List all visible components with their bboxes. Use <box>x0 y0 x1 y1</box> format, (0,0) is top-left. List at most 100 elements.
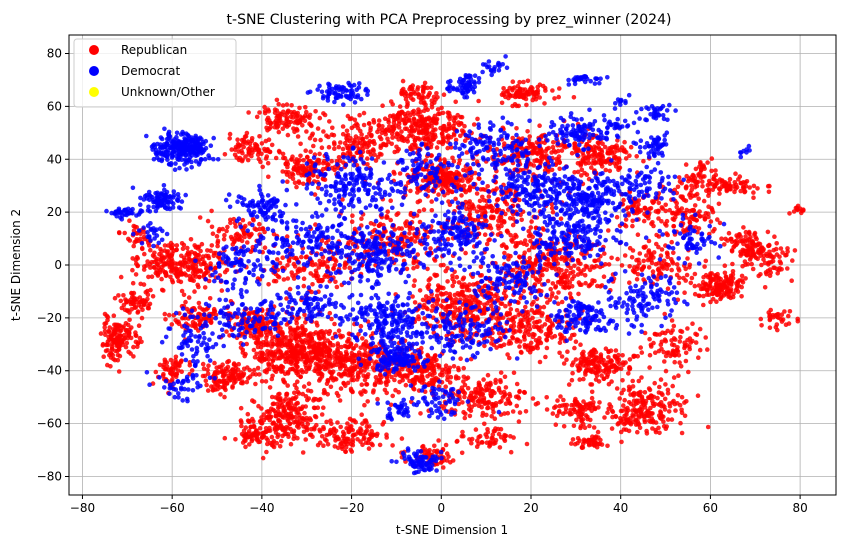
data-point <box>347 265 352 271</box>
data-point <box>133 272 139 277</box>
data-point <box>602 251 607 256</box>
data-point <box>475 116 480 122</box>
data-point <box>166 312 172 318</box>
data-point <box>609 426 615 431</box>
data-point <box>148 287 153 293</box>
data-point <box>501 90 506 96</box>
data-point <box>262 245 268 250</box>
data-point <box>664 223 669 228</box>
data-point <box>571 95 577 100</box>
data-point <box>558 216 564 221</box>
data-point <box>718 296 723 302</box>
data-point <box>300 450 306 455</box>
data-point <box>622 253 628 258</box>
data-point <box>686 369 691 375</box>
data-point <box>517 410 523 415</box>
data-point <box>336 155 342 160</box>
data-point <box>705 424 711 430</box>
data-point <box>231 361 237 366</box>
data-point <box>450 458 456 463</box>
data-point <box>722 242 727 247</box>
data-point <box>669 267 674 273</box>
data-point <box>635 429 640 435</box>
data-point <box>648 206 654 211</box>
data-point <box>245 411 251 417</box>
data-point <box>247 442 252 447</box>
data-point <box>671 323 677 329</box>
data-point <box>324 133 329 138</box>
data-point <box>328 375 334 381</box>
data-point <box>789 278 794 284</box>
data-point <box>577 377 582 382</box>
data-point <box>709 156 715 161</box>
data-point <box>243 223 248 229</box>
data-point <box>717 191 722 196</box>
data-point <box>774 241 779 246</box>
data-point <box>637 251 643 256</box>
data-point <box>272 110 278 116</box>
data-point <box>572 263 577 269</box>
data-point <box>570 370 575 376</box>
data-point <box>338 386 344 391</box>
data-point <box>205 388 211 393</box>
data-point <box>304 129 309 134</box>
data-point <box>212 360 217 366</box>
data-point <box>150 294 156 299</box>
data-point <box>136 323 142 329</box>
data-point <box>705 160 710 165</box>
data-point <box>683 350 689 356</box>
data-point <box>467 413 473 419</box>
data-point <box>225 224 230 230</box>
data-point <box>287 286 293 292</box>
data-point <box>729 249 735 254</box>
data-point <box>614 214 620 220</box>
data-point <box>235 137 240 142</box>
data-point <box>664 218 670 224</box>
data-point <box>622 139 627 145</box>
data-point <box>630 384 636 389</box>
data-point <box>676 211 681 216</box>
data-point <box>222 232 227 238</box>
data-point <box>683 198 689 204</box>
data-point <box>319 434 325 439</box>
data-point <box>311 405 317 411</box>
data-point <box>244 379 250 385</box>
data-point <box>373 158 379 163</box>
data-point <box>438 263 444 268</box>
data-point <box>366 140 371 146</box>
data-point <box>715 217 720 222</box>
data-point <box>143 290 149 295</box>
data-point <box>507 391 512 397</box>
data-point <box>395 148 400 154</box>
data-point <box>638 345 643 350</box>
data-point <box>461 374 467 380</box>
data-point <box>662 396 668 402</box>
data-point <box>741 225 746 230</box>
data-point <box>127 310 132 315</box>
data-point <box>708 219 714 224</box>
data-point <box>238 405 244 411</box>
data-point <box>280 255 286 260</box>
data-point <box>621 197 626 203</box>
data-point <box>238 418 244 423</box>
data-point <box>269 142 275 148</box>
data-point <box>251 347 257 353</box>
data-point <box>790 258 795 263</box>
data-point <box>141 267 147 272</box>
data-point <box>417 288 423 293</box>
data-point <box>647 352 653 358</box>
data-point <box>692 283 698 289</box>
data-point <box>559 354 565 359</box>
data-point <box>651 250 657 255</box>
data-point <box>302 338 308 343</box>
data-point <box>469 440 474 446</box>
data-point <box>441 92 447 97</box>
data-point <box>222 394 227 400</box>
data-point <box>766 260 772 265</box>
data-point <box>575 436 581 441</box>
data-point <box>303 148 309 153</box>
data-point <box>162 311 168 317</box>
data-point <box>559 299 565 305</box>
data-point <box>390 102 396 107</box>
data-point <box>551 256 557 262</box>
